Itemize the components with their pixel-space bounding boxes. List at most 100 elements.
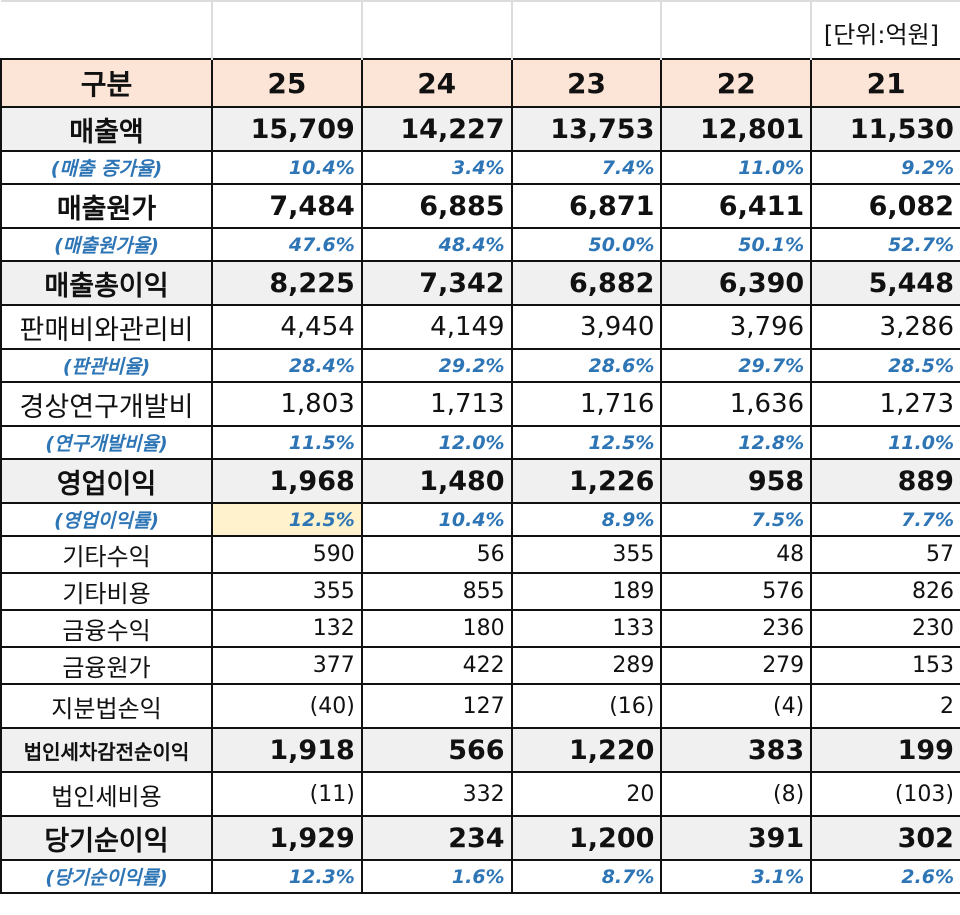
value-cell[interactable]: 11,530 xyxy=(810,106,960,152)
value-cell[interactable]: 8.7% xyxy=(510,859,663,894)
value-cell[interactable]: 1,713 xyxy=(360,381,513,427)
value-cell[interactable]: 332 xyxy=(360,771,513,817)
value-cell[interactable]: 153 xyxy=(810,646,960,685)
year-header[interactable]: 25 xyxy=(211,58,363,108)
value-cell[interactable]: 6,390 xyxy=(660,260,813,306)
value-cell[interactable]: 199 xyxy=(810,727,960,773)
value-cell[interactable]: (11) xyxy=(211,771,363,817)
value-cell[interactable]: 189 xyxy=(510,572,663,611)
empty-cell[interactable] xyxy=(1,0,213,59)
value-cell[interactable]: 3,940 xyxy=(510,304,663,350)
row-label[interactable]: 당기순이익 xyxy=(0,815,213,861)
row-label[interactable]: 매출원가 xyxy=(0,183,213,229)
row-label[interactable]: 법인세비용 xyxy=(0,771,213,817)
row-label[interactable]: (연구개발비율) xyxy=(0,425,213,460)
value-cell[interactable]: 289 xyxy=(510,646,663,685)
value-cell[interactable]: 14,227 xyxy=(360,106,513,152)
row-label[interactable]: 영업이익 xyxy=(0,458,213,504)
value-cell[interactable]: 11.0% xyxy=(810,425,960,460)
row-label[interactable]: (당기순이익률) xyxy=(0,859,213,894)
value-cell[interactable]: 132 xyxy=(211,609,363,648)
value-cell[interactable]: 12.0% xyxy=(360,425,513,460)
value-cell[interactable]: (8) xyxy=(660,771,813,817)
row-label[interactable]: (매출 증가율) xyxy=(0,150,213,185)
row-label[interactable]: 기타비용 xyxy=(0,572,213,611)
value-cell[interactable]: 4,454 xyxy=(211,304,363,350)
value-cell[interactable]: 889 xyxy=(810,458,960,504)
header-label[interactable]: 구분 xyxy=(0,58,213,108)
value-cell[interactable]: 56 xyxy=(360,535,513,574)
value-cell[interactable]: 958 xyxy=(660,458,813,504)
value-cell[interactable]: 127 xyxy=(360,683,513,729)
row-label[interactable]: 법인세차감전순이익 xyxy=(0,727,213,773)
value-cell[interactable]: 7.4% xyxy=(510,150,663,185)
value-cell[interactable]: (16) xyxy=(510,683,663,729)
value-cell[interactable]: 279 xyxy=(660,646,813,685)
value-cell[interactable]: 6,082 xyxy=(810,183,960,229)
value-cell[interactable]: 6,871 xyxy=(510,183,663,229)
value-cell[interactable]: 1,226 xyxy=(510,458,663,504)
empty-cell[interactable] xyxy=(661,0,813,59)
value-cell[interactable]: 29.2% xyxy=(360,348,513,383)
row-label[interactable]: 판매비와관리비 xyxy=(0,304,213,350)
value-cell[interactable]: 1.6% xyxy=(360,859,513,894)
value-cell[interactable]: 590 xyxy=(211,535,363,574)
value-cell[interactable]: 12.5% xyxy=(510,425,663,460)
value-cell[interactable]: 12.5% xyxy=(211,502,363,537)
value-cell[interactable]: 50.0% xyxy=(510,227,663,262)
row-label[interactable]: 매출총이익 xyxy=(0,260,213,306)
value-cell[interactable]: 1,929 xyxy=(211,815,363,861)
value-cell[interactable]: 1,480 xyxy=(360,458,513,504)
value-cell[interactable]: 12.3% xyxy=(211,859,363,894)
value-cell[interactable]: 234 xyxy=(360,815,513,861)
year-header[interactable]: 24 xyxy=(360,58,513,108)
value-cell[interactable]: 1,968 xyxy=(211,458,363,504)
row-label[interactable]: (판관비율) xyxy=(0,348,213,383)
value-cell[interactable]: 7.5% xyxy=(660,502,813,537)
row-label[interactable]: 지분법손익 xyxy=(0,683,213,729)
value-cell[interactable]: (4) xyxy=(660,683,813,729)
value-cell[interactable]: 1,716 xyxy=(510,381,663,427)
value-cell[interactable]: 3,796 xyxy=(660,304,813,350)
value-cell[interactable]: 50.1% xyxy=(660,227,813,262)
row-label[interactable]: 기타수익 xyxy=(0,535,213,574)
empty-cell[interactable] xyxy=(361,0,513,59)
value-cell[interactable]: 28.6% xyxy=(510,348,663,383)
value-cell[interactable]: 1,200 xyxy=(510,815,663,861)
value-cell[interactable]: 28.5% xyxy=(810,348,960,383)
value-cell[interactable]: 13,753 xyxy=(510,106,663,152)
value-cell[interactable]: 576 xyxy=(660,572,813,611)
value-cell[interactable]: 20 xyxy=(510,771,663,817)
value-cell[interactable]: 52.7% xyxy=(810,227,960,262)
empty-cell[interactable] xyxy=(511,0,663,59)
value-cell[interactable]: 422 xyxy=(360,646,513,685)
value-cell[interactable]: 6,885 xyxy=(360,183,513,229)
value-cell[interactable]: (40) xyxy=(211,683,363,729)
value-cell[interactable]: 391 xyxy=(660,815,813,861)
value-cell[interactable]: 11.5% xyxy=(211,425,363,460)
row-label[interactable]: 금융수익 xyxy=(0,609,213,648)
value-cell[interactable]: 6,411 xyxy=(660,183,813,229)
value-cell[interactable]: 2 xyxy=(810,683,960,729)
value-cell[interactable]: 855 xyxy=(360,572,513,611)
value-cell[interactable]: 377 xyxy=(211,646,363,685)
value-cell[interactable]: 1,803 xyxy=(211,381,363,427)
value-cell[interactable]: 3,286 xyxy=(810,304,960,350)
value-cell[interactable]: 12,801 xyxy=(660,106,813,152)
value-cell[interactable]: 566 xyxy=(360,727,513,773)
value-cell[interactable]: 8.9% xyxy=(510,502,663,537)
value-cell[interactable]: 383 xyxy=(660,727,813,773)
value-cell[interactable]: 1,220 xyxy=(510,727,663,773)
value-cell[interactable]: 2.6% xyxy=(810,859,960,894)
value-cell[interactable]: 230 xyxy=(810,609,960,648)
value-cell[interactable]: 48 xyxy=(660,535,813,574)
year-header[interactable]: 23 xyxy=(510,58,663,108)
row-label[interactable]: 경상연구개발비 xyxy=(0,381,213,427)
value-cell[interactable]: 6,882 xyxy=(510,260,663,306)
year-header[interactable]: 21 xyxy=(810,58,960,108)
value-cell[interactable]: 236 xyxy=(660,609,813,648)
value-cell[interactable]: 57 xyxy=(810,535,960,574)
value-cell[interactable]: 3.4% xyxy=(360,150,513,185)
value-cell[interactable]: (103) xyxy=(810,771,960,817)
value-cell[interactable]: 11.0% xyxy=(660,150,813,185)
